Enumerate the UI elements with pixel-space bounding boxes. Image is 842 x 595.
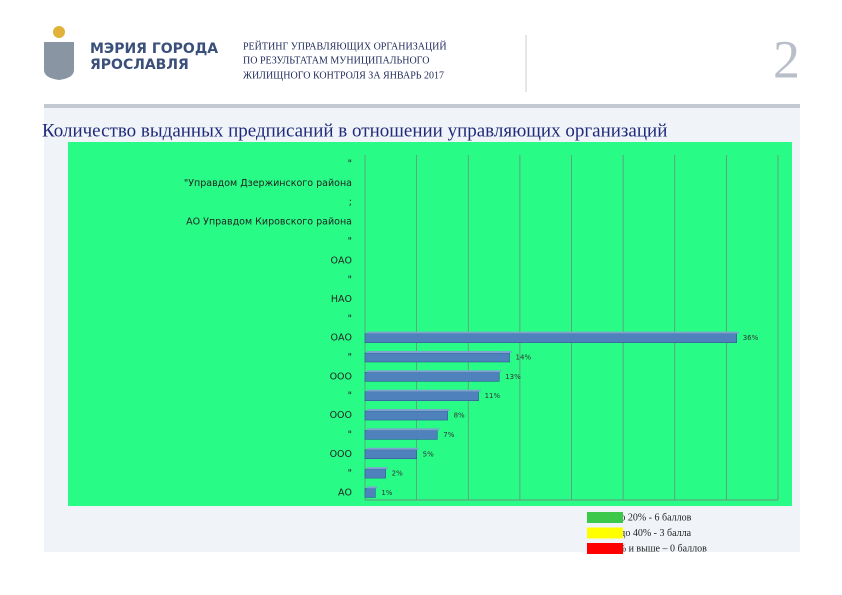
y-tick-label: ОАО bbox=[331, 333, 352, 344]
separator bbox=[44, 104, 800, 108]
y-tick-label: " bbox=[348, 313, 352, 324]
y-tick-label: " bbox=[348, 468, 352, 479]
y-tick-label: " bbox=[348, 352, 352, 363]
bar-top bbox=[367, 467, 388, 470]
chart-title: Количество выданных предписаний в отноше… bbox=[42, 120, 667, 141]
legend-label: от 0 до 20% - 6 баллов bbox=[596, 512, 692, 523]
bar-top bbox=[367, 331, 739, 334]
y-tick-label: АО bbox=[338, 487, 352, 498]
data-label: 1% bbox=[381, 489, 392, 497]
data-label: 11% bbox=[485, 392, 501, 400]
bar bbox=[364, 449, 417, 460]
data-label: 8% bbox=[454, 412, 465, 420]
data-label: 2% bbox=[392, 470, 403, 478]
y-tick-label: ОАО bbox=[331, 255, 352, 266]
bar bbox=[364, 468, 386, 479]
y-tick-label: НАО bbox=[331, 294, 352, 305]
bar bbox=[364, 372, 500, 382]
legend-swatch bbox=[587, 512, 623, 523]
legend-label: от 20 до 40% - 3 балла bbox=[596, 528, 692, 539]
page-number: 2 bbox=[773, 29, 800, 89]
logo-text: МЭРИЯ ГОРОДА bbox=[90, 41, 218, 57]
y-tick-label: ООО bbox=[330, 410, 352, 421]
y-tick-label: " bbox=[348, 429, 352, 440]
report-title: РЕЙТИНГ УПРАВЛЯЮЩИХ ОРГАНИЗАЦИЙ bbox=[243, 40, 447, 52]
chart: " "Управдом Дзержинского района; АО Управд… bbox=[68, 142, 792, 506]
bar bbox=[364, 391, 479, 402]
legend-label: от 40% и выше – 0 баллов bbox=[596, 543, 707, 554]
data-label: 13% bbox=[505, 373, 521, 381]
y-tick-label: " bbox=[348, 236, 352, 247]
y-tick-label: ООО bbox=[330, 371, 352, 382]
y-tick-label: ООО bbox=[330, 449, 352, 460]
y-tick-label: " bbox=[348, 391, 352, 402]
report-title: ЖИЛИЩНОГО КОНТРОЛЯ ЗА ЯНВАРЬ 2017 bbox=[243, 70, 444, 81]
data-label: 36% bbox=[743, 334, 759, 342]
y-tick-label: "Управдом Дзержинского района bbox=[184, 178, 352, 189]
bar bbox=[364, 488, 376, 498]
bar bbox=[364, 352, 510, 363]
chart-bg bbox=[68, 142, 792, 506]
y-tick-label: " bbox=[348, 159, 352, 170]
bar bbox=[364, 333, 738, 343]
legend-swatch bbox=[587, 543, 623, 554]
logo-text: ЯРОСЛАВЛЯ bbox=[90, 57, 189, 73]
coat-of-arms bbox=[44, 42, 74, 80]
bar bbox=[364, 410, 448, 421]
bar bbox=[364, 430, 438, 440]
y-tick-label: АО Управдом Кировского района bbox=[186, 217, 352, 228]
bar-top bbox=[367, 389, 481, 392]
y-tick-label: ; bbox=[349, 197, 352, 208]
bar-top bbox=[367, 486, 378, 489]
bar-top bbox=[367, 428, 440, 431]
bar-top bbox=[367, 409, 450, 412]
bar-top bbox=[367, 447, 419, 450]
data-label: 5% bbox=[423, 450, 434, 458]
crown bbox=[53, 26, 65, 38]
bar-top bbox=[367, 370, 502, 373]
logo bbox=[44, 26, 74, 80]
report-title: ПО РЕЗУЛЬТАТАМ МУНИЦИПАЛЬНОГО bbox=[243, 55, 429, 66]
data-label: 7% bbox=[443, 431, 454, 439]
y-tick-label: " bbox=[348, 275, 352, 286]
bar-top bbox=[367, 351, 512, 353]
data-label: 14% bbox=[516, 354, 532, 362]
legend-swatch bbox=[587, 527, 623, 539]
